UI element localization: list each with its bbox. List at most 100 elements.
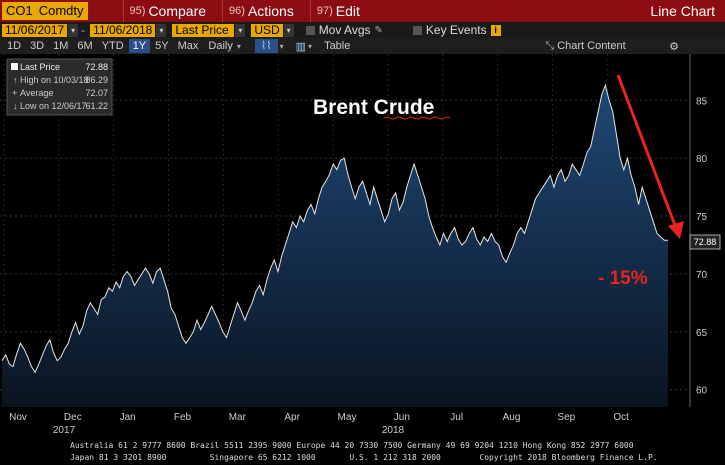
footer-line-1: Australia 61 2 9777 8600 Brazil 5511 239… (70, 441, 634, 450)
range-controls: 1D 3D 1M 6M YTD 1Y 5Y Max Daily ▾ ⌇⌇ ▾ ▥… (0, 38, 725, 54)
x-year-label: 2017 (53, 425, 76, 436)
x-axis-band (0, 407, 725, 439)
x-tick-label: Mar (229, 412, 247, 423)
legend-low-arrow: ↓ (13, 101, 18, 111)
legend-high-arrow: ↑ (13, 75, 18, 85)
frequency-dropdown-icon[interactable]: ▾ (236, 41, 241, 51)
footer-contacts: Australia 61 2 9777 8600 Brazil 5511 239… (0, 439, 725, 465)
x-tick-label: Jul (450, 412, 463, 423)
legend-average-label: Average (20, 88, 53, 98)
edit-menu-label: Edit (335, 3, 360, 19)
date-controls: 11/06/2017 ▾ - 11/06/2018 ▾ Last Price ▾… (0, 22, 725, 38)
last-price-tag (689, 234, 721, 250)
legend-low-value: 61.22 (85, 101, 108, 111)
info-icon[interactable]: i (490, 24, 501, 36)
legend-box (6, 58, 113, 116)
x-axis-labels: Nov Dec Jan Feb Mar Apr May Jun Jul Aug Sep Oct 2017… (9, 412, 629, 436)
settings-gear-icon[interactable]: ⚙ (669, 40, 679, 53)
range-3d-button[interactable]: 3D (30, 40, 45, 52)
last-price-tag-value: 72.88 (694, 237, 717, 247)
y-tick-label: 70 (696, 270, 708, 281)
ticker-symbol[interactable]: CO1 (2, 2, 37, 20)
x-tick-label: May (338, 412, 357, 423)
legend-average-mark: + (12, 88, 17, 98)
range-1y-button[interactable]: 1Y (128, 39, 151, 53)
decline-arrowhead (668, 221, 684, 239)
start-date-field[interactable]: 11/06/2017 (2, 23, 68, 37)
range-1d-button[interactable]: 1D (7, 40, 22, 52)
y-tick-label: 65 (696, 328, 708, 339)
currency-select[interactable]: USD (251, 23, 283, 37)
footer-line-2: Japan 81 3 3201 8900 Singapore 65 6212 1… (70, 453, 658, 462)
actions-menu-number: 96) (229, 5, 245, 17)
legend-last-price-value: 72.88 (85, 62, 108, 72)
x-tick-label: Jun (394, 412, 410, 423)
price-area (2, 85, 668, 407)
edit-menu-number: 97) (316, 5, 333, 17)
price-line (1, 83, 668, 374)
chart-content-icon[interactable]: ⤡ (545, 39, 555, 52)
range-6m-button[interactable]: 6M (77, 40, 93, 52)
chart-title: Brent Crude (313, 96, 434, 119)
y-tick-label: 80 (696, 154, 708, 165)
y-axis-ticks: 60 65 70 75 80 85 (696, 96, 708, 396)
frequency-select[interactable]: Daily (208, 40, 233, 52)
x-tick-label: Dec (64, 412, 82, 423)
x-year-label: 2018 (382, 425, 405, 436)
range-max-button[interactable]: Max (177, 40, 199, 52)
legend-high-label: High on 10/03/18 (20, 75, 89, 85)
y-tick-label: 60 (696, 386, 708, 397)
edit-menu[interactable]: 97) Edit (309, 0, 366, 22)
ticker-suffix[interactable]: Comdty (36, 2, 88, 20)
price-field-dropdown-icon[interactable]: ▾ (235, 23, 246, 37)
spellcheck-underline (383, 116, 451, 120)
x-tick-label: Aug (503, 412, 521, 423)
decline-percentage: - 15% (598, 268, 648, 289)
x-tick-label: Jan (120, 412, 136, 423)
range-ytd-button[interactable]: YTD (101, 40, 124, 52)
x-tick-label: Sep (557, 412, 575, 423)
y-tick-label: 85 (696, 96, 708, 107)
price-field-select[interactable]: Last Price (172, 23, 235, 37)
actions-menu[interactable]: 96) Actions (222, 0, 300, 22)
price-chart[interactable]: 60 65 70 75 80 85 Nov Dec Jan Feb Mar Apr May Jun Jul… (0, 54, 725, 439)
date-separator: - (81, 23, 86, 37)
chart-type-dropdown-icon[interactable]: ▾ (308, 41, 313, 51)
legend-low-label: Low on 12/06/17 (20, 101, 87, 111)
compare-menu[interactable]: 95) Compare (122, 0, 213, 22)
view-title: Line Chart (650, 3, 715, 19)
pencil-icon[interactable]: ✎ (374, 24, 383, 36)
compare-menu-label: Compare (148, 3, 207, 19)
end-date-field[interactable]: 11/06/2018 (90, 23, 156, 37)
key-events-checkbox[interactable] (412, 25, 422, 35)
start-date-dropdown-icon[interactable]: ▾ (68, 23, 79, 37)
chart-style-dropdown-icon[interactable]: ▾ (279, 41, 284, 51)
y-tick-label: 75 (696, 212, 708, 223)
x-tick-label: Oct (613, 412, 629, 423)
x-tick-label: Apr (284, 412, 300, 423)
legend-high-value: 86.29 (85, 75, 108, 85)
top-toolbar: CO1 Comdty 95) Compare 96) Actions 97) Ed… (0, 0, 725, 22)
table-button[interactable]: Table (324, 40, 351, 52)
actions-menu-label: Actions (247, 3, 294, 19)
x-tick-label: Feb (174, 412, 192, 423)
key-events-label[interactable]: Key Events (425, 23, 487, 37)
decline-arrow-shaft (616, 74, 678, 229)
end-date-dropdown-icon[interactable]: ▾ (156, 23, 167, 37)
line-chart-icon[interactable]: ⌇⌇ (254, 39, 278, 53)
mov-avgs-checkbox[interactable] (305, 25, 315, 35)
legend: Last Price 72.88 ↑ High on 10/03/18 86.2… (6, 58, 113, 116)
legend-average-value: 72.07 (85, 88, 108, 98)
chart-content-button[interactable]: Chart Content (557, 40, 626, 52)
price-chart-svg[interactable]: 60 65 70 75 80 85 Nov Dec Jan Feb Mar Apr May Jun Jul… (0, 54, 725, 439)
mov-avgs-label[interactable]: Mov Avgs (318, 23, 371, 37)
range-5y-button[interactable]: 5Y (155, 40, 169, 52)
ticker-field[interactable]: CO1 Comdty (0, 0, 88, 22)
currency-dropdown-icon[interactable]: ▾ (283, 23, 294, 37)
legend-last-price-swatch (11, 63, 18, 70)
range-1m-button[interactable]: 1M (53, 40, 69, 52)
legend-last-price-label: Last Price (20, 62, 60, 72)
compare-menu-number: 95) (129, 5, 146, 17)
chart-type-icon[interactable]: ▥ (295, 40, 307, 53)
x-tick-label: Nov (9, 412, 27, 423)
